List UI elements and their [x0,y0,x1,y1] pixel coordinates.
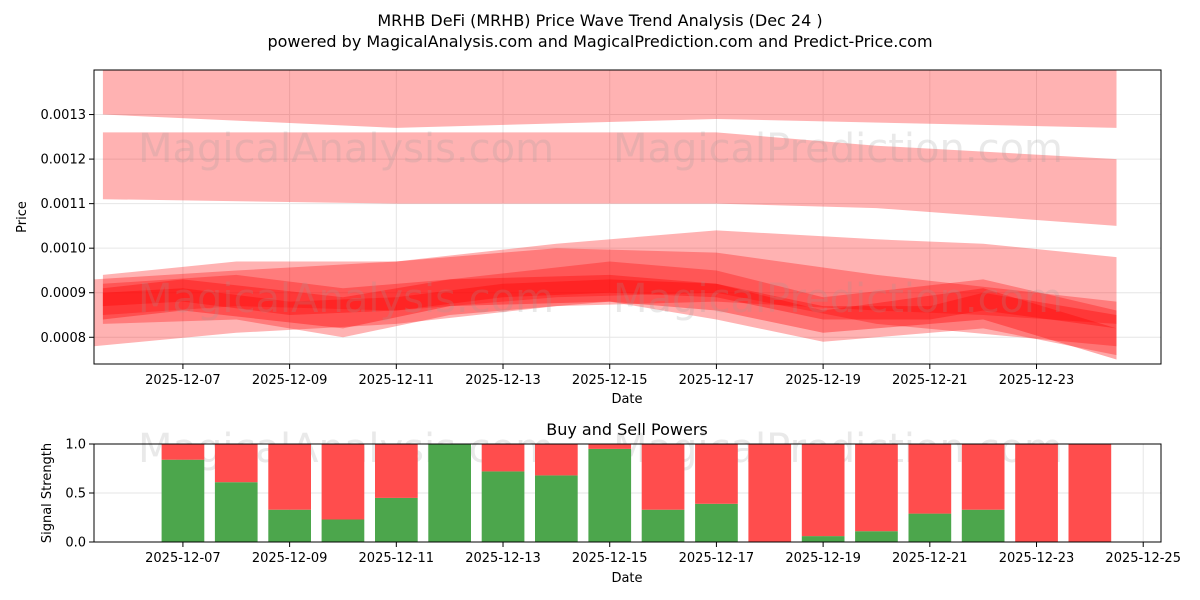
sell-bar [908,444,952,514]
price-panel: MagicalAnalysis.com MagicalPrediction.co… [15,69,1162,407]
price-x-tick-label: 2025-12-09 [252,373,328,388]
buy-bar [375,497,418,542]
price-band-group [94,70,1117,360]
price-y-tick-label: 0.0010 [41,242,87,257]
buy-bar [855,531,898,542]
buy-bar [481,471,525,542]
price-x-tick-label: 2025-12-13 [465,373,541,388]
price-wave-band [102,70,1117,128]
buy-bar [641,509,685,542]
buy-bar [535,475,578,542]
buy-bar [695,503,738,542]
price-x-tick-label: 2025-12-15 [572,373,648,388]
signal-x-label: Date [611,571,642,586]
watermark-prediction-mid: MagicalPrediction.com [613,276,1063,322]
signal-x-tick-label: 2025-12-11 [359,551,435,566]
price-y-tick-label: 0.0008 [41,331,87,346]
sell-bar [161,444,205,460]
price-x-tick-label: 2025-12-11 [359,373,435,388]
watermark-analysis-top: MagicalAnalysis.com [138,126,554,172]
price-wave-band [102,132,1117,226]
buy-bar [428,444,471,542]
price-x-tick-label: 2025-12-21 [892,373,968,388]
signal-chart-title: Buy and Sell Powers [546,420,708,439]
sell-bar [535,444,578,476]
price-y-tick-label: 0.0012 [41,153,87,168]
price-bands [94,70,1117,360]
buy-bar [161,459,205,542]
signal-y-tick-label: 0.5 [65,487,86,502]
sell-bar [641,444,685,510]
sell-bar [1068,444,1112,542]
price-x-tick-label: 2025-12-23 [999,373,1075,388]
buy-bar [214,482,258,542]
chart-title: MRHB DeFi (MRHB) Price Wave Trend Analys… [377,11,822,30]
sell-bar [801,444,845,537]
buy-bar [961,509,1005,542]
price-y-label: Price [15,201,30,233]
signal-y-label: Signal Strength [40,443,55,543]
price-wave-band [94,230,1117,347]
buy-bar [321,519,365,542]
price-wave-band [102,274,1117,360]
signal-x-tick-label: 2025-12-09 [252,551,328,566]
signal-x-tick-label: 2025-12-07 [145,551,221,566]
sell-bar [1015,444,1058,542]
sell-bar [748,444,792,542]
signal-x-tick-label: 2025-12-17 [679,551,755,566]
signal-x-tick-label: 2025-12-25 [1105,551,1181,566]
signal-x-tick-label: 2025-12-15 [572,551,648,566]
price-watermarks: MagicalAnalysis.com MagicalPrediction.co… [138,126,1063,322]
signal-x-ticks: 2025-12-07 2025-12-09 2025-12-11 2025-12-13… [145,542,1181,566]
price-wave-band [102,248,1117,347]
price-wave-band [102,279,1117,329]
price-y-tick-label: 0.0009 [41,286,87,301]
chart-subtitle: powered by MagicalAnalysis.com and Magic… [267,32,932,51]
price-x-ticks: 2025-12-07 2025-12-09 2025-12-11 2025-12-13… [145,364,1074,388]
sell-bar [855,444,898,532]
signal-y-tick-label: 1.0 [65,438,86,453]
price-x-tick-label: 2025-12-19 [785,373,861,388]
sell-bar [695,444,738,504]
buy-bar [801,536,845,542]
price-y-tick-label: 0.0013 [41,108,87,123]
signal-x-tick-label: 2025-12-23 [999,551,1075,566]
price-x-tick-label: 2025-12-07 [145,373,221,388]
price-wave-band [102,261,1117,356]
price-plot-frame [93,69,1162,365]
signal-y-ticks: 0.0 0.5 1.0 [65,438,94,551]
signal-x-tick-label: 2025-12-13 [465,551,541,566]
sell-bar [588,444,632,449]
price-x-label: Date [611,392,642,407]
buy-bar [588,448,632,542]
signal-panel: Buy and Sell Powers MagicalAnalysis.com … [40,420,1181,586]
price-grid [94,70,1161,364]
price-y-tick-label: 0.0011 [41,197,87,212]
signal-bars [161,444,1112,542]
sell-bar [321,444,365,520]
buy-bar [908,513,952,542]
signal-x-tick-label: 2025-12-21 [892,551,968,566]
watermark-prediction-top: MagicalPrediction.com [613,126,1063,172]
sell-bar [961,444,1005,510]
sell-bar [375,444,418,498]
buy-bar [268,509,311,542]
sell-bar [481,444,525,472]
price-y-ticks: 0.0008 0.0009 0.0010 0.0011 0.0012 0.0013 [41,108,94,346]
sell-bar [268,444,311,510]
signal-y-tick-label: 0.0 [65,536,86,551]
watermark-analysis-mid: MagicalAnalysis.com [138,276,554,322]
sell-bar [214,444,258,483]
signal-x-tick-label: 2025-12-19 [785,551,861,566]
price-x-tick-label: 2025-12-17 [679,373,755,388]
